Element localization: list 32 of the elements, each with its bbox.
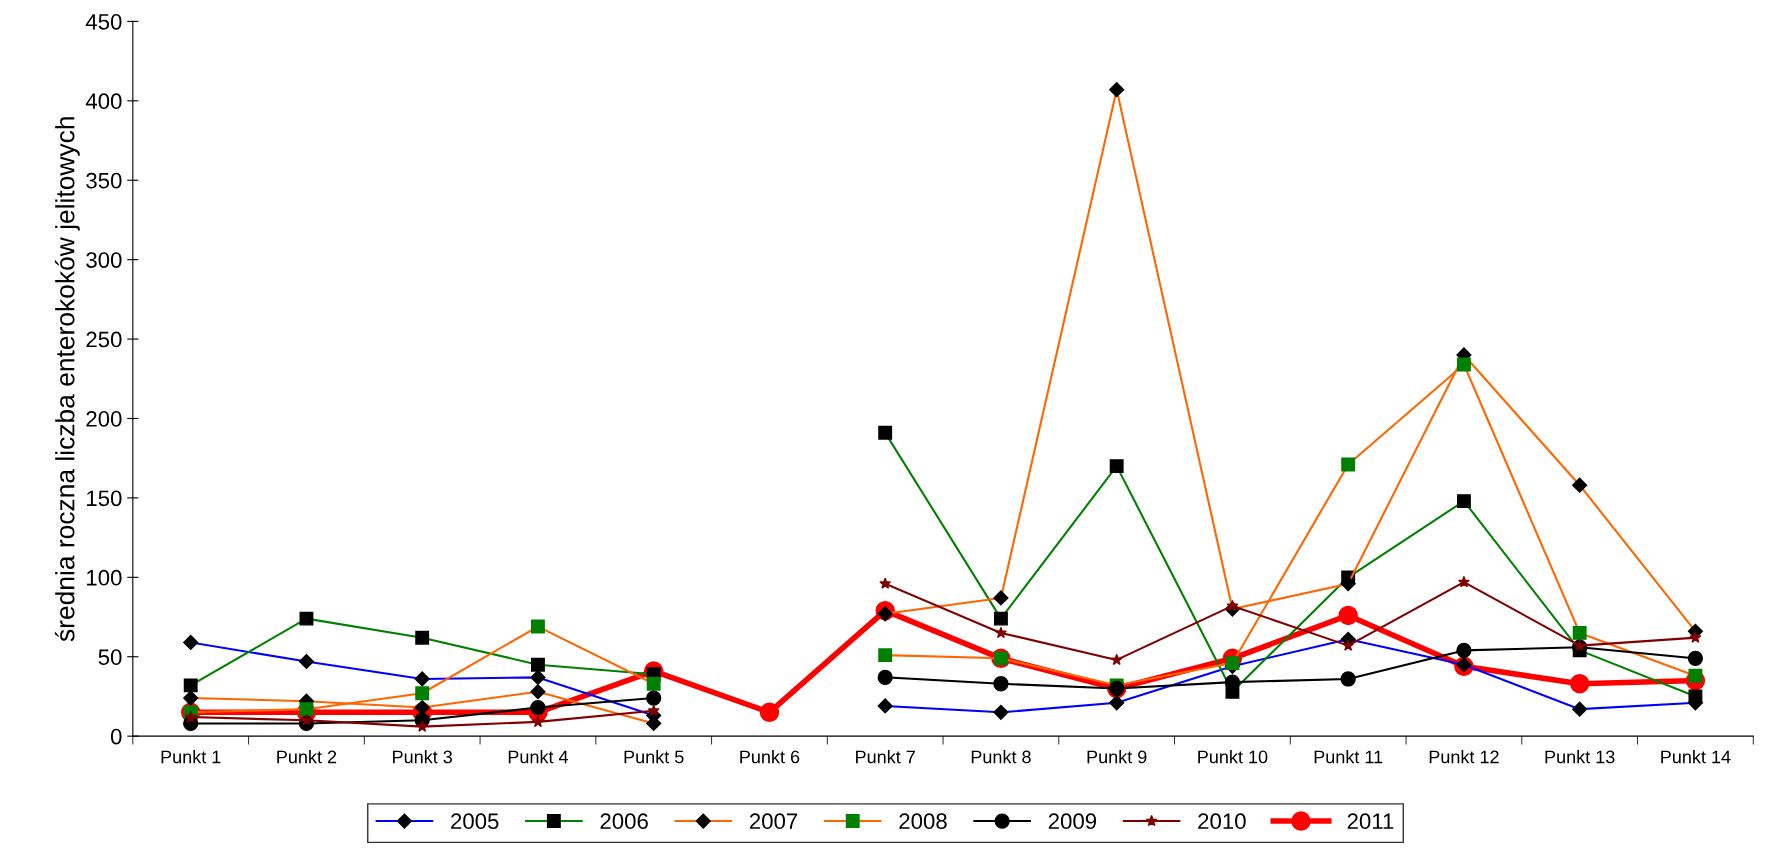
y-tick-label: 0 [110,728,122,745]
x-tick-label: Punkt 11 [1314,750,1383,764]
y-axis-title: średnia roczna liczba enterokoków jelitowych [54,117,80,642]
legend-label: 2011 [1347,813,1394,830]
x-tick-label: Punkt 12 [1429,750,1499,764]
y-tick-label: 50 [98,649,122,666]
x-tick-label: Punkt 14 [1661,750,1731,764]
legend-label: 2007 [749,813,798,830]
legend-label: 2005 [451,813,499,830]
y-tick-label: 250 [86,331,122,348]
legend-label: 2010 [1198,813,1246,830]
y-tick-label: 150 [87,490,122,507]
x-tick-label: Punkt 3 [393,750,453,764]
x-tick-label: Punkt 4 [508,750,569,764]
y-tick-label: 400 [85,93,122,110]
legend-label: 2009 [1048,813,1097,830]
x-tick-label: Punkt 7 [856,750,915,764]
x-tick-label: Punkt 1 [161,750,221,764]
legend-label: 2008 [899,813,947,830]
y-tick-label: 100 [87,569,122,586]
y-tick-label: 350 [86,172,122,189]
legend-label: 2006 [600,813,648,830]
y-tick-label: 200 [86,411,122,427]
y-tick-label: 450 [85,13,122,30]
x-tick-label: Punkt 6 [740,750,800,764]
x-tick-label: Punkt 2 [277,750,337,764]
y-tick-label: 300 [86,252,122,268]
x-tick-label: Punkt 8 [971,750,1031,764]
x-tick-label: Punkt 13 [1545,750,1615,764]
x-tick-label: Punkt 9 [1087,750,1147,764]
x-tick-label: Punkt 5 [624,750,684,764]
x-tick-label: Punkt 10 [1198,750,1268,764]
